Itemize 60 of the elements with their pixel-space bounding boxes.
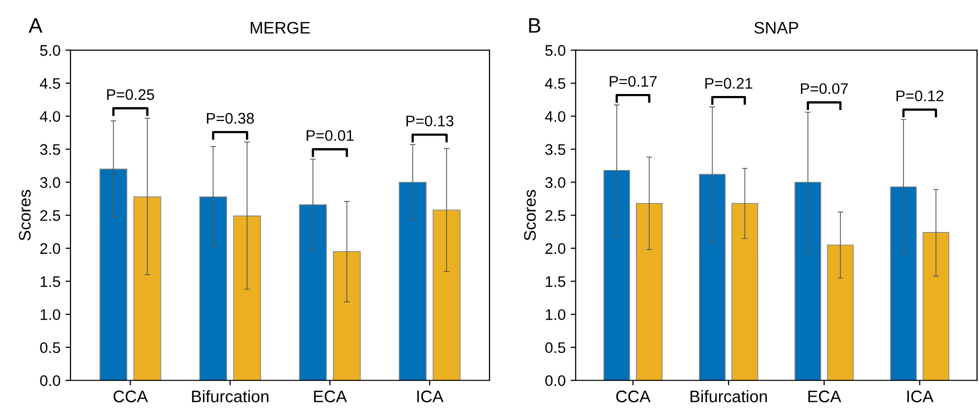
bar	[636, 202, 663, 380]
chart-title: MERGE	[250, 22, 310, 34]
y-tick-label: 3.0	[40, 177, 60, 188]
x-tick-label: ECA	[314, 390, 347, 402]
y-tick-label: 5.0	[545, 45, 566, 56]
bar	[432, 210, 460, 380]
chart-title: SNAP	[754, 22, 798, 34]
y-tick-label: 4.5	[545, 78, 566, 89]
annotation: P=0.17	[610, 76, 657, 87]
text: A	[28, 18, 42, 33]
bar	[794, 182, 822, 380]
bar	[398, 182, 427, 380]
y-tick-label: 1.0	[40, 309, 60, 320]
annotation: P=0.13	[406, 116, 454, 126]
x-tick-label: CCA	[114, 390, 148, 402]
y-tick-label: 3.0	[545, 177, 566, 188]
annotation: P=0.01	[306, 130, 354, 141]
y-tick-label: 4.0	[40, 111, 60, 122]
bar	[731, 202, 758, 380]
y-tick-label: 4.0	[545, 111, 566, 122]
annotation: P=0.07	[800, 83, 848, 94]
x-tick-label: Bifurcation	[192, 390, 268, 402]
x-tick-label: ICA	[417, 390, 444, 402]
y-tick-label: 3.5	[40, 144, 60, 155]
y-tick-label: 1.5	[546, 276, 566, 287]
y-axis-title: Scores	[524, 190, 536, 240]
y-tick-label: 2.0	[40, 243, 60, 254]
bar	[922, 232, 950, 380]
annotation: P=0.21	[705, 78, 752, 89]
bar	[233, 216, 261, 380]
y-tick-label: 1.5	[40, 276, 60, 287]
text: B	[529, 18, 540, 33]
y-tick-label: 4.5	[40, 78, 60, 89]
annotation: P=0.12	[896, 90, 944, 102]
bar	[100, 168, 128, 380]
y-tick-label: 0.5	[545, 342, 566, 354]
x-tick-label: ECA	[808, 390, 842, 402]
bar	[332, 251, 361, 380]
x-tick-label: CCA	[616, 390, 651, 402]
y-tick-label: 0.0	[545, 375, 566, 386]
bar	[698, 174, 726, 380]
y-axis-title: Scores	[18, 190, 31, 240]
y-tick-label: 0.5	[40, 342, 60, 354]
y-tick-label: 0.0	[40, 375, 60, 386]
x-tick-label: Bifurcation	[690, 390, 767, 402]
bar	[199, 196, 228, 380]
bar	[890, 186, 917, 380]
bar	[299, 204, 327, 380]
y-tick-label: 3.5	[545, 144, 566, 155]
annotation: P=0.25	[107, 89, 154, 100]
bar	[133, 196, 162, 380]
x-tick-label: ICA	[907, 390, 934, 402]
y-tick-label: 2.5	[40, 210, 60, 221]
annotation: P=0.38	[206, 112, 254, 124]
y-tick-label: 2.0	[545, 243, 566, 254]
y-tick-label: 2.5	[545, 210, 566, 221]
y-tick-label: 5.0	[40, 45, 60, 56]
bar	[827, 244, 854, 380]
bar	[603, 170, 630, 380]
y-tick-label: 1.0	[546, 309, 566, 320]
